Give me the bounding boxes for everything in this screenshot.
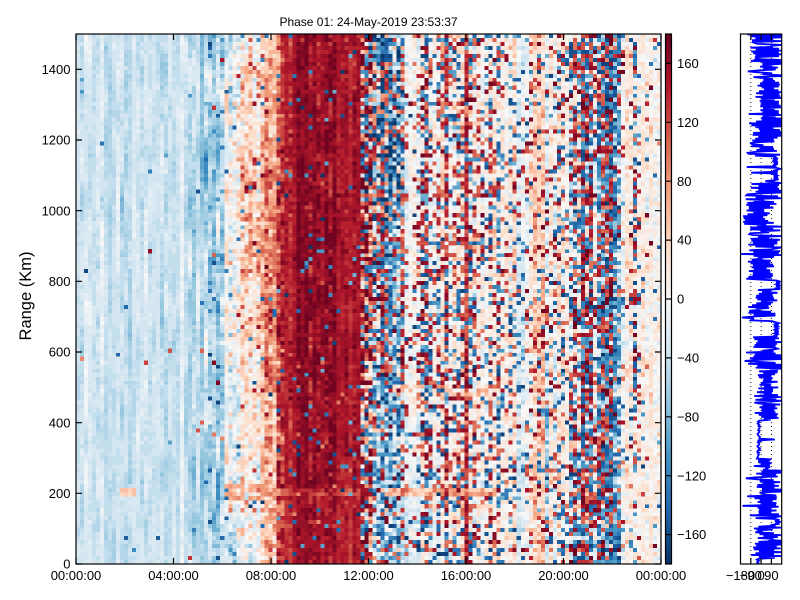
svg-text:08:00:00: 08:00:00 bbox=[246, 568, 297, 583]
svg-text:−160: −160 bbox=[677, 527, 706, 542]
svg-text:1400: 1400 bbox=[42, 62, 71, 77]
svg-text:16:00:00: 16:00:00 bbox=[441, 568, 492, 583]
svg-text:20:00:00: 20:00:00 bbox=[538, 568, 589, 583]
svg-text:40: 40 bbox=[677, 233, 691, 248]
svg-text:800: 800 bbox=[49, 274, 71, 289]
svg-text:−120: −120 bbox=[677, 468, 706, 483]
svg-text:200: 200 bbox=[49, 486, 71, 501]
svg-text:90: 90 bbox=[764, 568, 778, 583]
svg-text:−90: −90 bbox=[740, 568, 762, 583]
svg-text:0: 0 bbox=[757, 568, 764, 583]
svg-text:−40: −40 bbox=[677, 351, 699, 366]
svg-text:Range (Km): Range (Km) bbox=[17, 252, 35, 341]
svg-text:12:00:00: 12:00:00 bbox=[343, 568, 394, 583]
svg-text:04:00:00: 04:00:00 bbox=[148, 568, 199, 583]
svg-text:Phase 01: 24-May-2019 23:53:37: Phase 01: 24-May-2019 23:53:37 bbox=[279, 15, 457, 29]
svg-text:1000: 1000 bbox=[42, 203, 71, 218]
svg-text:00:00:00: 00:00:00 bbox=[636, 568, 687, 583]
svg-text:120: 120 bbox=[677, 115, 699, 130]
svg-text:1200: 1200 bbox=[42, 133, 71, 148]
svg-text:400: 400 bbox=[49, 415, 71, 430]
svg-text:600: 600 bbox=[49, 345, 71, 360]
svg-text:0: 0 bbox=[677, 292, 684, 307]
svg-text:−80: −80 bbox=[677, 409, 699, 424]
svg-text:0: 0 bbox=[63, 557, 70, 572]
svg-text:−180: −180 bbox=[726, 568, 755, 583]
svg-text:00:00:00: 00:00:00 bbox=[51, 568, 102, 583]
svg-text:160: 160 bbox=[677, 56, 699, 71]
svg-text:80: 80 bbox=[677, 174, 691, 189]
